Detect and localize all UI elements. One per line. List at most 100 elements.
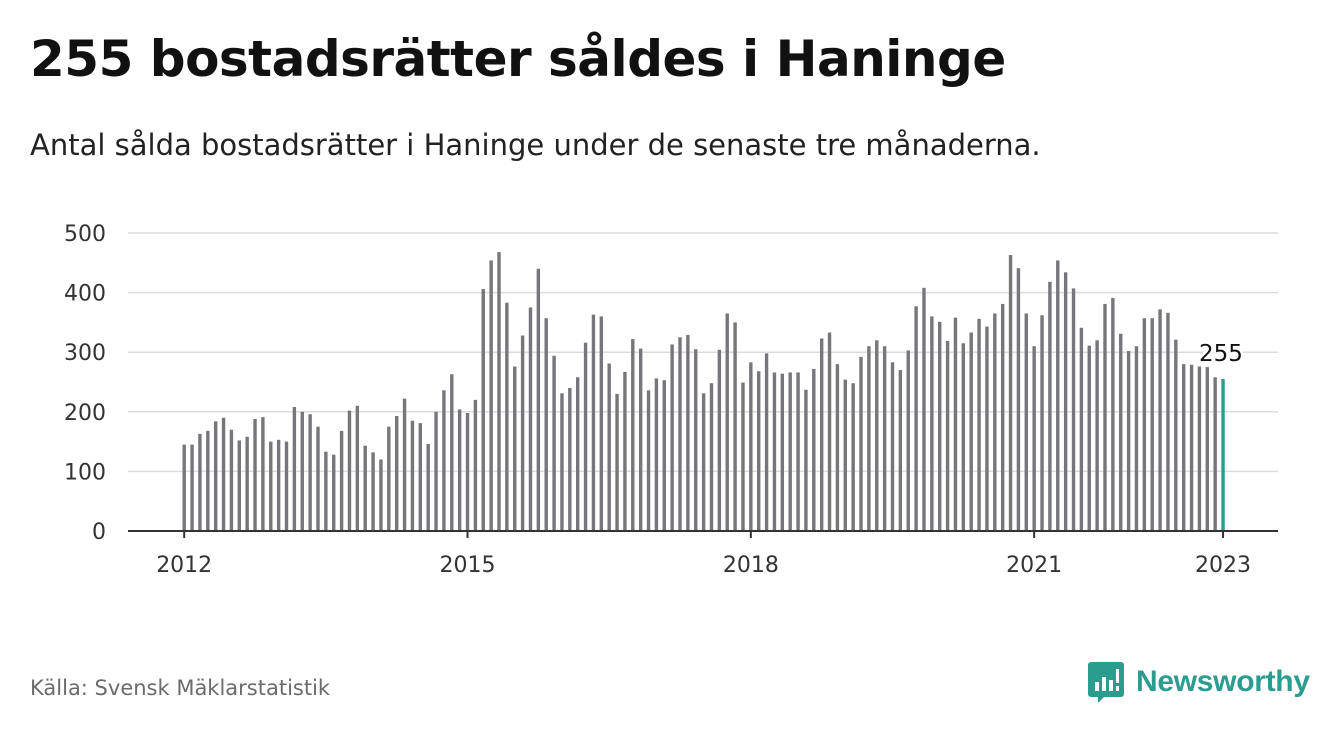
bar <box>615 393 619 531</box>
bar <box>536 268 541 531</box>
bar <box>1142 318 1147 531</box>
bar <box>623 371 627 531</box>
latest-value-label: 255 <box>1199 341 1243 367</box>
y-tick-label: 300 <box>64 341 106 366</box>
bar <box>764 353 769 531</box>
bar <box>1095 340 1099 531</box>
bar-chart: 0 100 200 300 400 500 2012 2015 2018 2021 2023 255 <box>64 222 1278 578</box>
bar <box>796 372 800 531</box>
bar <box>394 415 399 531</box>
y-tick-label: 400 <box>64 282 106 307</box>
bar <box>505 302 509 531</box>
x-tick-label: 2015 <box>440 553 496 578</box>
bar <box>906 350 910 531</box>
bar <box>835 364 840 531</box>
bars <box>182 252 1225 532</box>
bar <box>284 441 289 531</box>
bar <box>985 326 989 531</box>
bar <box>457 409 462 531</box>
bar <box>465 412 470 531</box>
bar <box>804 389 808 531</box>
bar <box>520 335 525 531</box>
bar <box>1079 327 1084 531</box>
bar <box>961 343 966 531</box>
y-tick-label: 200 <box>64 401 106 426</box>
bar <box>261 417 265 531</box>
bar <box>332 454 336 531</box>
bar <box>1134 346 1139 531</box>
newsworthy-logo-text: Newsworthy <box>1136 665 1310 698</box>
bar <box>780 373 785 531</box>
bar <box>1016 268 1021 531</box>
chart-title: 255 bostadsrätter såldes i Haninge <box>30 30 1006 88</box>
bar <box>190 444 194 531</box>
bar <box>591 314 596 531</box>
bar <box>198 433 202 531</box>
x-tick-label: 2018 <box>723 553 779 578</box>
bar <box>914 306 918 531</box>
bar <box>300 411 304 531</box>
bar <box>1150 318 1154 531</box>
bar <box>1024 313 1028 531</box>
bar <box>245 436 249 531</box>
bar <box>426 443 430 531</box>
bar <box>882 346 887 531</box>
bar <box>1087 345 1091 531</box>
bar <box>717 349 722 531</box>
bar <box>269 441 273 531</box>
bar <box>410 420 415 531</box>
bar <box>678 337 682 531</box>
bar <box>324 451 328 531</box>
bar <box>646 390 651 531</box>
bar <box>930 316 934 531</box>
bar <box>316 426 320 531</box>
bar <box>229 429 234 531</box>
bar <box>1119 333 1123 531</box>
bar <box>182 444 186 531</box>
bar <box>1063 272 1068 531</box>
bar <box>560 393 564 531</box>
bar <box>654 378 659 531</box>
bar <box>977 318 981 531</box>
bar <box>1048 281 1052 531</box>
bar <box>206 430 210 531</box>
x-tick-label: 2021 <box>1006 553 1062 578</box>
bar <box>686 334 690 531</box>
bar <box>583 342 588 531</box>
highlighted-bar <box>1221 379 1225 531</box>
bar <box>701 393 706 531</box>
bar <box>725 313 729 531</box>
bar <box>528 307 533 531</box>
bar <box>387 426 391 531</box>
bar <box>694 349 698 531</box>
bar <box>749 362 753 531</box>
y-tick-label: 0 <box>92 520 106 545</box>
bar <box>434 411 438 531</box>
newsworthy-logo: Newsworthy <box>1088 660 1310 704</box>
x-tick-label: 2012 <box>156 553 212 578</box>
bar <box>347 410 352 531</box>
bar <box>402 398 407 531</box>
y-tick-label: 500 <box>64 222 106 247</box>
bar <box>709 383 714 531</box>
bar <box>418 423 422 531</box>
source-note: Källa: Svensk Mäklarstatistik <box>30 676 331 700</box>
bar <box>1071 288 1076 531</box>
bar <box>1197 366 1202 531</box>
bar <box>875 340 879 531</box>
x-tick-label: 2023 <box>1195 553 1251 578</box>
bar <box>481 289 485 531</box>
bar <box>843 379 847 531</box>
bar <box>1103 303 1107 531</box>
bar <box>568 387 572 531</box>
bar <box>851 383 855 531</box>
bar <box>339 430 344 531</box>
bar <box>544 318 548 531</box>
bar <box>827 332 832 531</box>
bar <box>442 390 446 531</box>
bar <box>599 316 604 531</box>
bar <box>1189 364 1194 531</box>
bar <box>662 380 666 531</box>
bar <box>473 399 478 531</box>
bar <box>308 414 312 531</box>
